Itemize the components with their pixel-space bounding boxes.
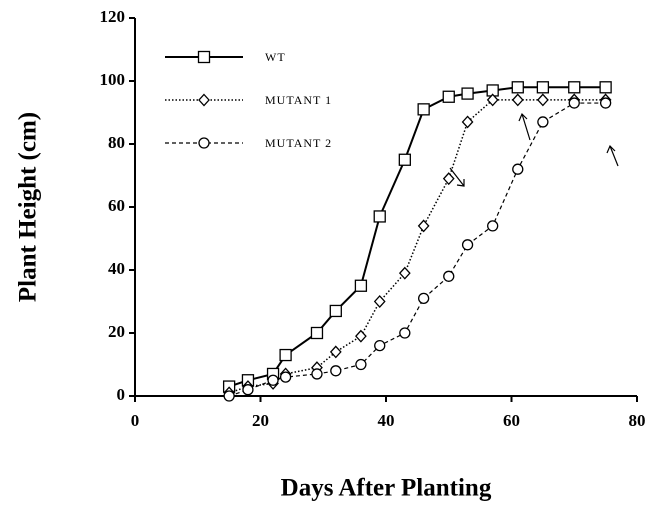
data-point bbox=[373, 295, 386, 308]
y-tick-label: 0 bbox=[117, 385, 126, 404]
x-tick-label: 80 bbox=[629, 411, 646, 430]
data-point bbox=[568, 97, 580, 109]
y-tick-label: 20 bbox=[108, 322, 125, 341]
data-point bbox=[537, 116, 549, 128]
data-point bbox=[373, 210, 386, 223]
arrow-head bbox=[518, 112, 528, 122]
x-tick-label: 20 bbox=[252, 411, 269, 430]
legend-marker bbox=[198, 137, 210, 149]
arrow bbox=[521, 113, 531, 141]
data-point bbox=[442, 90, 455, 103]
data-point bbox=[374, 339, 386, 352]
data-point bbox=[223, 390, 235, 402]
y-tick-label: 60 bbox=[108, 196, 125, 215]
arrows bbox=[449, 112, 619, 187]
data-point bbox=[461, 239, 474, 251]
legend-label: WT bbox=[265, 50, 286, 64]
arrow-head bbox=[456, 179, 465, 187]
legend-marker bbox=[198, 93, 210, 107]
legend-label: MUTANT 1 bbox=[265, 93, 332, 107]
data-point bbox=[599, 97, 612, 109]
legend-label: MUTANT 2 bbox=[265, 136, 332, 150]
data-point bbox=[461, 115, 474, 129]
data-point bbox=[512, 163, 524, 175]
data-point bbox=[511, 81, 524, 94]
x-tick-label: 60 bbox=[503, 411, 520, 430]
y-axis-title: Plant Height (cm) bbox=[15, 112, 42, 302]
arrow bbox=[609, 145, 619, 167]
y-tick-label: 80 bbox=[108, 133, 125, 152]
x-tick-label: 40 bbox=[378, 411, 395, 430]
data-point bbox=[311, 368, 323, 380]
x-axis-title: Days After Planting bbox=[281, 475, 492, 502]
data-point bbox=[355, 358, 367, 371]
data-point bbox=[536, 81, 550, 94]
data-point bbox=[398, 153, 411, 166]
data-point bbox=[487, 220, 499, 232]
data-point bbox=[417, 292, 430, 305]
legend-marker bbox=[197, 50, 211, 64]
data-point bbox=[417, 103, 430, 116]
data-point bbox=[442, 172, 455, 186]
arrow-head bbox=[606, 144, 616, 154]
data-point bbox=[399, 327, 411, 339]
data-point bbox=[279, 371, 292, 383]
data-point bbox=[417, 219, 430, 233]
data-point bbox=[267, 374, 279, 386]
x-tick-label: 0 bbox=[131, 411, 140, 430]
data-point bbox=[355, 329, 367, 343]
data-point bbox=[461, 87, 474, 100]
data-point bbox=[310, 326, 324, 340]
data-point bbox=[398, 266, 411, 280]
data-point bbox=[443, 270, 455, 282]
data-point bbox=[511, 93, 524, 107]
data-point bbox=[242, 384, 254, 396]
data-point bbox=[568, 81, 581, 94]
data-point bbox=[329, 304, 342, 318]
y-tick-label: 120 bbox=[100, 7, 126, 26]
data-point bbox=[599, 81, 612, 94]
series-line bbox=[228, 86, 606, 388]
data-point bbox=[354, 279, 368, 292]
data-point bbox=[536, 93, 549, 107]
data-point bbox=[329, 345, 342, 359]
y-tick-label: 40 bbox=[108, 259, 125, 278]
arrow bbox=[449, 167, 465, 187]
data-point bbox=[486, 93, 499, 107]
y-tick-label: 100 bbox=[100, 70, 126, 89]
data-point bbox=[279, 348, 292, 362]
data-point bbox=[330, 365, 342, 377]
